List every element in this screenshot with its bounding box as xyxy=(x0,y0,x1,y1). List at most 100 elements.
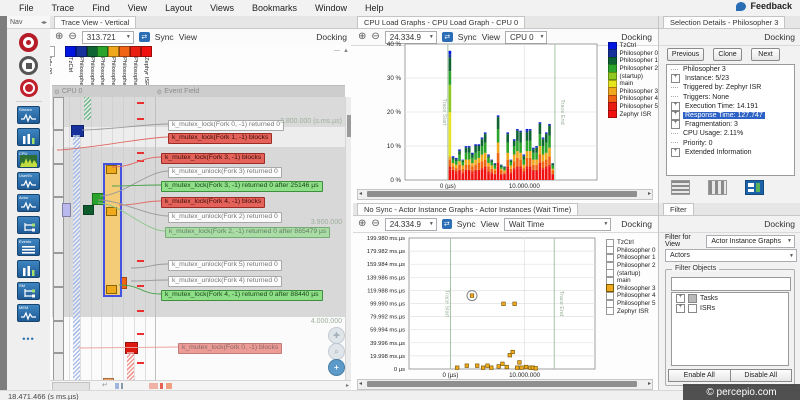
zoom-level-input[interactable]: 24.334.9 ▼ xyxy=(384,217,437,231)
zoom-in-icon[interactable]: ⊕ xyxy=(358,218,367,229)
gear-icon[interactable]: ⚙ xyxy=(54,88,60,96)
scrollbar-thumb[interactable] xyxy=(347,115,351,137)
tab-cpu-load-graph[interactable]: CPU Load Graphs - CPU Load Graph - CPU 0 xyxy=(357,16,526,28)
event-label[interactable]: k_mutex_lock(Fork 4, -1) blocks xyxy=(161,197,266,208)
legend-item-philosopher-2[interactable]: Philosopher 2 xyxy=(606,261,656,270)
legend-item-philosopher-5[interactable]: Philosopher 5 xyxy=(606,299,656,308)
object-checkbox[interactable] xyxy=(688,303,697,313)
scroll-right-icon[interactable]: ▸ xyxy=(647,191,651,197)
property-row[interactable]: Triggered by: Zephyr ISR xyxy=(667,83,794,92)
tab-scroll-arrows[interactable]: ◂▸ xyxy=(40,19,47,26)
tab-filter[interactable]: Filter xyxy=(663,203,694,215)
property-row[interactable]: + Fragmentation: 3 xyxy=(667,120,794,130)
enable-all-button[interactable]: Enable All xyxy=(668,369,731,382)
docking-menu[interactable]: Docking xyxy=(621,32,652,42)
sync-button[interactable]: Sync xyxy=(154,32,174,42)
stop-recording-icon[interactable] xyxy=(19,56,38,75)
memory-heap-graph-icon[interactable]: MEM xyxy=(17,304,40,322)
property-row[interactable]: CPU Usage: 2.11% xyxy=(667,129,794,138)
more-views-icon[interactable]: ••• xyxy=(22,334,35,344)
state-machine-graph-icon[interactable]: SM xyxy=(17,282,40,300)
streaming-view-icon[interactable]: Stream xyxy=(17,106,40,124)
property-row[interactable]: Priority: 0 xyxy=(667,139,794,148)
legend-checkbox[interactable] xyxy=(606,238,614,247)
property-row[interactable]: + Execution Time: 14.191 xyxy=(667,101,794,111)
legend-item-philosopher-1[interactable]: Philosopher 1 xyxy=(606,253,656,262)
legend-item-philosopher-4[interactable]: Philosopher 4 xyxy=(606,291,656,300)
cpu-load-graph-icon[interactable]: CPU xyxy=(17,150,40,168)
zoom-in-icon[interactable]: ⊕ xyxy=(55,31,64,42)
property-row[interactable]: + Extended Information xyxy=(667,147,794,157)
record-settings-icon[interactable] xyxy=(19,79,38,97)
docking-menu[interactable]: Docking xyxy=(316,32,347,42)
menu-bookmarks[interactable]: Bookmarks xyxy=(251,3,297,13)
zoom-in-icon[interactable]: ⊕ xyxy=(358,31,367,42)
zoom-tool-button[interactable]: ⌕ xyxy=(328,343,345,360)
filter-object-row[interactable]: + Tasks xyxy=(672,293,788,303)
zoom-out-icon[interactable]: ⊖ xyxy=(371,218,380,229)
legend-checkbox[interactable] xyxy=(606,291,614,300)
filter-objects-tree[interactable]: + Tasks + ISRs xyxy=(671,292,789,366)
event-label[interactable]: k_mutex_unlock(Fork 4) returned 0 xyxy=(168,276,282,287)
selection-properties-tree[interactable]: Philosopher 3 + Instance: 5/23 Triggered by… xyxy=(666,64,795,176)
scroll-left-icon[interactable]: ◂ xyxy=(359,381,363,387)
grid-layout-icon[interactable] xyxy=(745,180,764,195)
event-label[interactable]: k_mutex_unlock(Fork 5) returned 0 xyxy=(168,260,282,271)
wait-horizontal-scrollbar[interactable]: ◂ ▸ xyxy=(357,379,653,390)
collapse-icon[interactable]: — xyxy=(334,48,340,54)
legend-item-philosopher-0[interactable]: Philosopher 0 xyxy=(606,246,656,255)
tab-trace-view-vertical[interactable]: Trace View - Vertical xyxy=(54,16,137,28)
event-label[interactable]: k_mutex_lock(Fork 2, -1) returned 0 afte… xyxy=(165,227,331,238)
trace-vertical-scrollbar[interactable] xyxy=(345,97,351,380)
disable-all-button[interactable]: Disable All xyxy=(730,369,792,382)
legend-checkbox[interactable] xyxy=(606,299,614,308)
property-row[interactable]: Philosopher 3 xyxy=(667,65,794,74)
trace-canvas[interactable]: Idle 00 TzCtrl Philosopher 0 Philosopher 1 P… xyxy=(50,45,351,380)
event-label[interactable]: k_mutex_unlock(Fork 2) returned 0 xyxy=(168,212,282,223)
scroll-left-icon[interactable]: ◂ xyxy=(359,191,363,197)
communication-flow-icon[interactable] xyxy=(17,216,40,234)
trace-view-icon[interactable] xyxy=(17,128,40,146)
event-label[interactable]: k_mutex_lock(Fork 3, -1) blocks xyxy=(161,153,266,164)
property-row[interactable]: + Response Time: 127.747 xyxy=(667,111,794,121)
legend-checkbox[interactable] xyxy=(606,246,614,255)
trace-compare-icon[interactable] xyxy=(17,260,40,278)
filter-objects-input[interactable] xyxy=(671,277,791,291)
actor-instance-graph-icon[interactable]: Actor xyxy=(17,194,40,212)
legend-item-zephyr-isr[interactable]: Zephyr ISR xyxy=(606,307,656,316)
event-label[interactable]: k_mutex_lock(Fork 0, -1) blocks xyxy=(178,343,283,354)
property-row[interactable]: + Instance: 5/23 xyxy=(667,74,794,84)
zoom-out-icon[interactable]: ⊖ xyxy=(68,31,77,42)
docking-menu[interactable]: Docking xyxy=(764,219,795,229)
record-icon[interactable] xyxy=(19,33,38,52)
zoom-level-input[interactable]: 313.721 ▼ xyxy=(81,30,134,44)
event-label[interactable]: k_mutex_lock(Fork 1, -1) blocks xyxy=(168,133,273,144)
expand-icon[interactable]: + xyxy=(671,120,680,130)
event-log-icon[interactable]: Events xyxy=(17,238,40,256)
menu-help[interactable]: Help xyxy=(364,3,384,13)
event-label[interactable]: k_mutex_lock(Fork 4, -1) returned 0 afte… xyxy=(161,290,323,301)
docking-menu[interactable]: Docking xyxy=(621,219,652,229)
cpu-horizontal-scrollbar[interactable]: ◂ ▸ xyxy=(357,189,653,200)
expand-icon[interactable]: + xyxy=(671,147,680,157)
cpu-selector[interactable]: CPU 0 ▼ xyxy=(504,30,548,44)
scrollbar-thumb[interactable] xyxy=(367,381,637,387)
property-row[interactable]: Triggers: None xyxy=(667,93,794,102)
menu-window[interactable]: Window xyxy=(314,3,347,13)
expand-icon[interactable]: + xyxy=(676,303,685,313)
legend-checkbox[interactable] xyxy=(606,307,614,316)
view-menu[interactable]: View xyxy=(480,219,499,229)
menu-layout[interactable]: Layout xyxy=(165,3,193,13)
object-checkbox[interactable] xyxy=(688,293,697,303)
legend-item-main[interactable]: main xyxy=(606,276,656,285)
feedback-button[interactable]: Feedback xyxy=(736,1,792,11)
filter-for-view-select[interactable]: Actor Instance Graphs ▼ xyxy=(706,234,795,248)
expand-icon[interactable]: + xyxy=(671,111,680,121)
expand-icon[interactable]: + xyxy=(676,293,685,303)
pan-tool-button[interactable]: ✚ xyxy=(328,327,345,344)
view-menu[interactable]: View xyxy=(481,32,500,42)
event-label[interactable]: k_mutex_lock(Fork 0, -1) returned 0 xyxy=(168,120,285,131)
legend-checkbox[interactable] xyxy=(606,276,614,285)
column-layout-icon[interactable] xyxy=(708,180,727,195)
menu-view[interactable]: View xyxy=(127,3,148,13)
